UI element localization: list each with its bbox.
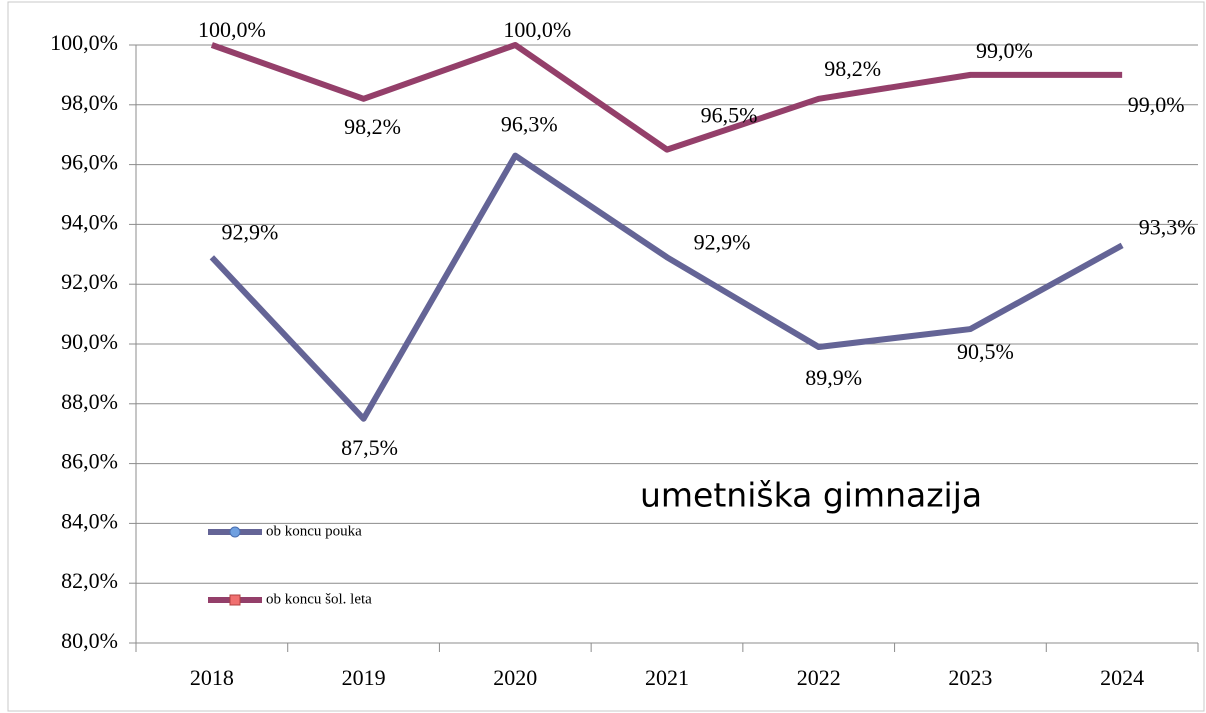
legend-marker [229,594,241,606]
y-tick-label: 88,0% [61,389,118,414]
x-tick-label: 2020 [493,665,537,690]
x-tick-label: 2018 [190,665,234,690]
x-tick-label: 2022 [797,665,841,690]
line [209,152,1124,422]
data-label: 96,3% [501,112,558,137]
legend-label: ob koncu šol. leta [266,591,372,607]
y-tick-label: 82,0% [61,568,118,593]
y-tick-label: 80,0% [61,628,118,653]
y-tick-label: 84,0% [61,508,118,533]
data-label: 99,0% [976,38,1033,63]
line [210,42,1123,153]
y-tick-label: 96,0% [61,150,118,175]
data-label: 87,5% [341,435,398,460]
data-label: 96,5% [701,103,758,128]
data-label: 98,2% [344,114,401,139]
data-label: 98,2% [824,56,881,81]
data-label: 100,0% [503,17,571,42]
data-label: 99,0% [1128,92,1185,117]
y-tick-label: 100,0% [50,30,118,55]
y-tick-label: 98,0% [61,90,118,115]
x-tick-label: 2023 [948,665,992,690]
legend-label: ob koncu pouka [266,523,362,539]
chart-frame [7,1,1205,712]
y-tick-label: 94,0% [61,209,118,234]
data-label: 93,3% [1139,214,1196,239]
x-tick-label: 2021 [645,665,689,690]
y-tick-label: 90,0% [61,329,118,354]
data-label: 100,0% [198,17,266,42]
legend-marker [229,526,241,538]
data-label: 90,5% [957,339,1014,364]
data-label: 92,9% [694,229,751,254]
annotation: umetniška gimnazija [640,476,982,515]
y-tick-label: 86,0% [61,449,118,474]
x-tick-label: 2024 [1100,665,1144,690]
data-label: 92,9% [221,219,278,244]
y-tick-label: 92,0% [61,269,118,294]
x-tick-label: 2019 [342,665,386,690]
data-label: 89,9% [805,365,862,390]
